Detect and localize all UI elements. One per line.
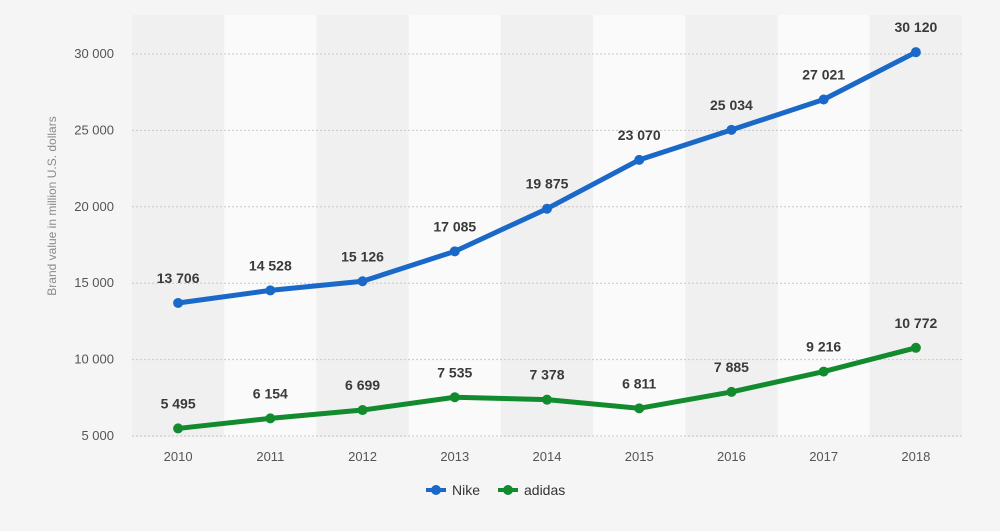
data-point-nike[interactable]	[173, 297, 184, 308]
data-point-nike[interactable]	[357, 276, 368, 287]
data-label-nike: 30 120	[894, 19, 937, 35]
legend-label: adidas	[524, 482, 565, 498]
data-label-adidas: 7 535	[437, 364, 472, 380]
data-label-nike: 13 706	[157, 270, 200, 286]
data-point-nike[interactable]	[634, 154, 645, 165]
column-band	[408, 15, 501, 437]
legend-item-nike[interactable]: Nike	[426, 482, 480, 498]
data-label-nike: 17 085	[433, 218, 476, 234]
legend-item-adidas[interactable]: adidas	[498, 482, 565, 498]
data-label-nike: 25 034	[710, 97, 753, 113]
x-tick-label: 2011	[256, 449, 284, 464]
data-point-nike[interactable]	[542, 203, 552, 214]
y-tick-label: 30 000	[74, 46, 114, 61]
y-tick-label: 5 000	[81, 428, 114, 443]
data-label-adidas: 6 699	[345, 377, 380, 393]
y-tick-label: 15 000	[74, 275, 114, 290]
legend-label: Nike	[452, 482, 480, 498]
data-label-adidas: 6 154	[253, 385, 288, 401]
data-point-nike[interactable]	[265, 285, 276, 296]
column-band	[224, 15, 317, 437]
data-point-nike[interactable]	[726, 124, 737, 135]
data-point-adidas[interactable]	[173, 423, 184, 434]
column-band	[316, 15, 409, 437]
column-band	[593, 15, 686, 437]
data-point-adidas[interactable]	[265, 413, 276, 424]
x-tick-label: 2013	[440, 449, 469, 464]
data-point-adidas[interactable]	[818, 366, 829, 377]
x-tick-label: 2015	[625, 449, 654, 464]
data-label-nike: 15 126	[341, 248, 384, 264]
data-label-adidas: 7 885	[714, 359, 749, 375]
data-label-nike: 19 875	[526, 176, 569, 192]
data-point-adidas[interactable]	[634, 403, 645, 414]
data-point-nike[interactable]	[818, 94, 829, 105]
y-tick-label: 10 000	[74, 352, 114, 367]
series-group: 13 706 14 528 15 126 17 085 19 875 23 070 25 0…	[157, 19, 938, 434]
y-axis-title: Brand value in million U.S. dollars	[45, 116, 59, 295]
legend-marker	[431, 485, 441, 495]
y-tick-label: 25 000	[74, 122, 114, 137]
x-tick-label: 2012	[348, 449, 377, 464]
data-label-nike: 27 021	[802, 67, 845, 83]
data-label-nike: 14 528	[249, 257, 292, 273]
legend: Nike adidas	[426, 482, 565, 498]
data-point-adidas[interactable]	[357, 405, 368, 416]
legend-marker	[503, 485, 513, 495]
column-band	[500, 15, 594, 437]
column-band	[685, 15, 778, 437]
series-adidas: 5 495 6 154 6 699 7 535 7 378 6 811 7 885 9 216…	[161, 315, 938, 434]
data-label-adidas: 7 378	[529, 367, 564, 383]
column-band	[132, 15, 225, 437]
y-tick-label: 20 000	[74, 199, 114, 214]
x-tick-label: 2016	[717, 449, 746, 464]
x-tick-label: 2017	[809, 449, 838, 464]
data-label-adidas: 9 216	[806, 339, 841, 355]
x-tick-label: 2010	[164, 449, 193, 464]
x-axis-ticks: 2010 2011 2012 2013 2014 2015 2016 2017 2018	[164, 449, 931, 464]
data-point-adidas[interactable]	[542, 394, 552, 405]
data-label-adidas: 10 772	[894, 315, 937, 331]
data-point-adidas[interactable]	[449, 392, 460, 403]
column-band	[869, 15, 962, 437]
x-tick-label: 2014	[533, 449, 562, 464]
y-axis-ticks: 5 000 10 000 15 000 20 000 25 000 30 000	[74, 46, 114, 443]
data-point-nike[interactable]	[449, 246, 460, 257]
data-point-adidas[interactable]	[726, 386, 737, 397]
data-point-adidas[interactable]	[910, 342, 921, 353]
data-label-nike: 23 070	[618, 127, 661, 143]
series-nike: 13 706 14 528 15 126 17 085 19 875 23 070 25 0…	[157, 19, 938, 308]
data-label-adidas: 5 495	[161, 395, 196, 411]
data-label-adidas: 6 811	[622, 375, 656, 391]
data-point-nike[interactable]	[910, 47, 921, 58]
x-tick-label: 2018	[901, 449, 930, 464]
